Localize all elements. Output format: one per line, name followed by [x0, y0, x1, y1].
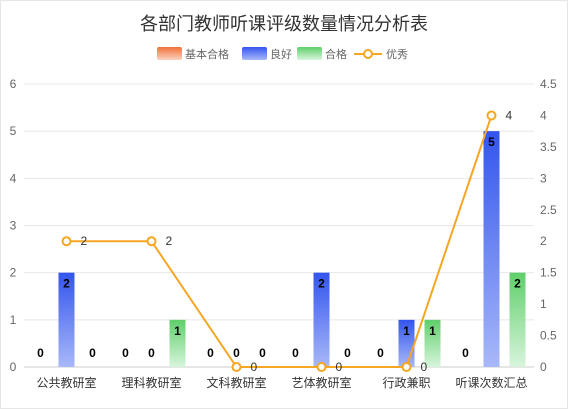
line-value-label: 0 — [251, 360, 258, 374]
line-value-label: 2 — [166, 234, 173, 248]
bar-value-label: 2 — [318, 277, 325, 291]
left-tick-label: 3 — [10, 219, 17, 233]
right-tick-label: 0.5 — [540, 329, 557, 343]
line-series: 2 20 0 04 — [61, 108, 513, 374]
line-point — [486, 110, 497, 121]
line-point — [231, 362, 242, 372]
line-point — [61, 236, 72, 247]
category-label: 艺体教研室 — [291, 375, 351, 390]
bar-value-label: 0 — [207, 346, 214, 360]
line-value-label: 4 — [506, 108, 513, 122]
right-tick-label: 4 — [540, 108, 547, 122]
line-point — [146, 236, 157, 247]
legend-item-4-label: 优秀 — [386, 48, 408, 61]
bar-value-label: 0 — [233, 346, 240, 360]
bar-value-label: 0 — [148, 346, 155, 360]
left-tick-label: 2 — [10, 266, 17, 280]
legend-item-1-label: 基本合格 — [185, 47, 229, 61]
right-axis: 0 0.5 1 1.5 2 2.5 3 3.5 4 4.5 — [540, 77, 557, 374]
category-label: 文科教研室 — [206, 375, 266, 390]
bar-value-label: 5 — [488, 135, 495, 149]
right-tick-label: 3.5 — [540, 140, 557, 154]
left-tick-label: 5 — [10, 124, 17, 138]
bar-value-label: 1 — [174, 324, 181, 338]
legend-item-3-label: 合格 — [325, 47, 347, 61]
right-tick-label: 2.5 — [540, 203, 557, 217]
bar-value-label: 1 — [403, 324, 410, 338]
line-point — [316, 362, 327, 372]
right-tick-label: 4.5 — [540, 77, 557, 91]
category-label: 行政兼职 — [382, 376, 430, 390]
legend-item-4-marker — [363, 49, 373, 59]
right-tick-label: 1 — [540, 297, 547, 311]
legend-item-1-swatch — [157, 47, 182, 60]
bar — [424, 319, 441, 367]
category-label: 理科教研室 — [121, 375, 181, 390]
series-line — [66, 115, 493, 368]
bar-value-label: 2 — [63, 277, 70, 291]
bar — [58, 272, 75, 367]
bar-labels: 0 2 0 0 0 1 0 0 0 0 2 0 0 1 1 0 5 2 — [37, 135, 521, 360]
bar — [509, 272, 526, 367]
bar-value-label: 0 — [344, 346, 351, 360]
bar-value-label: 0 — [259, 346, 266, 360]
line-point — [401, 362, 412, 372]
grid-lines — [24, 83, 534, 368]
bar-value-label: 2 — [514, 277, 521, 291]
right-tick-label: 0 — [540, 360, 547, 374]
legend-item-2-label: 良好 — [270, 47, 292, 61]
bars — [58, 131, 526, 367]
legend-item-1: 基本合格 — [157, 47, 229, 61]
left-tick-label: 0 — [10, 360, 17, 374]
bar-value-label: 0 — [377, 346, 384, 360]
legend-item-2-swatch — [242, 47, 267, 60]
line-value-label: 0 — [421, 360, 428, 374]
x-axis: 公共教研室 理科教研室 文科教研室 艺体教研室 行政兼职 听课次数汇总 — [36, 375, 527, 390]
right-tick-label: 2 — [540, 234, 547, 248]
bar — [483, 131, 500, 367]
line-value-label: 0 — [336, 360, 343, 374]
bar — [313, 272, 330, 367]
bar-value-label: 0 — [292, 346, 299, 360]
category-label: 听课次数汇总 — [455, 375, 527, 390]
category-label: 公共教研室 — [36, 375, 96, 390]
bar-value-label: 0 — [122, 346, 129, 360]
legend-item-4: 优秀 — [354, 48, 408, 61]
left-tick-label: 1 — [10, 313, 17, 327]
left-axis: 0 1 2 3 4 5 6 — [10, 77, 17, 374]
left-tick-label: 4 — [10, 171, 17, 185]
line-value-label: 2 — [81, 234, 88, 248]
bar-value-label: 1 — [429, 324, 436, 338]
bar-value-label: 0 — [89, 346, 96, 360]
bar-value-label: 0 — [462, 346, 469, 360]
bar — [169, 319, 186, 367]
legend-item-3: 合格 — [297, 47, 347, 61]
legend[interactable]: 基本合格 良好 合格 优秀 — [157, 47, 408, 61]
bar-value-label: 0 — [37, 346, 44, 360]
chart-title: 各部门教师听课评级数量情况分析表 — [140, 14, 428, 35]
left-tick-label: 6 — [10, 77, 17, 91]
right-tick-label: 3 — [540, 171, 547, 185]
right-tick-label: 1.5 — [540, 266, 557, 280]
legend-item-2: 良好 — [242, 47, 292, 61]
legend-item-3-swatch — [297, 47, 322, 60]
